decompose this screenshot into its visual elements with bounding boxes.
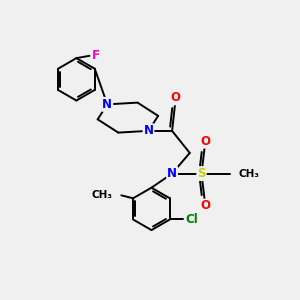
Text: O: O: [200, 200, 210, 212]
Text: N: N: [102, 98, 112, 111]
Text: Cl: Cl: [185, 213, 198, 226]
Text: N: N: [167, 167, 177, 180]
Text: S: S: [197, 167, 206, 180]
Text: CH₃: CH₃: [238, 169, 259, 178]
Text: F: F: [92, 49, 100, 62]
Text: CH₃: CH₃: [92, 190, 112, 200]
Text: O: O: [200, 135, 210, 148]
Text: O: O: [170, 92, 180, 104]
Text: N: N: [143, 124, 154, 137]
